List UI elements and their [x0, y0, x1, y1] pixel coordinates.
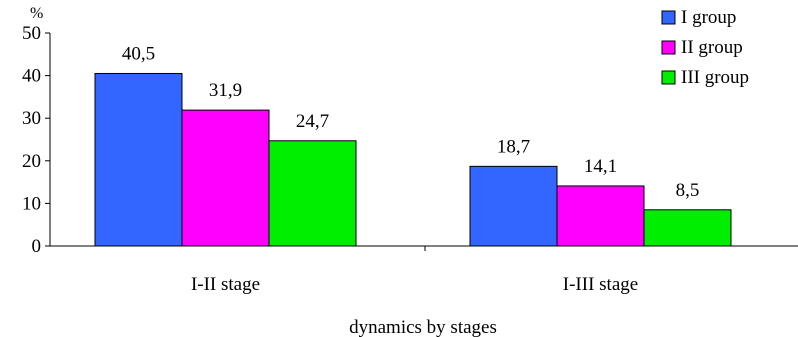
data-label: 8,5 [676, 180, 700, 201]
data-labels: 40,5 31,9 24,7 18,7 14,1 8,5 [122, 43, 700, 200]
category-label: I-II stage [191, 274, 260, 295]
bar [643, 209, 732, 247]
data-label: 31,9 [209, 80, 242, 101]
legend-swatch [661, 10, 676, 25]
category-label: I-III stage [563, 274, 638, 295]
y-tick-label: 40 [22, 66, 41, 87]
data-label: 40,5 [122, 43, 155, 64]
y-tick-label: 30 [22, 108, 41, 129]
y-tick-label: 0 [32, 236, 42, 257]
legend-label: I group [681, 7, 736, 28]
legend-label: II group [681, 37, 743, 58]
bar [556, 185, 645, 247]
data-label: 24,7 [296, 111, 329, 132]
y-tick-label: 20 [22, 151, 41, 172]
y-tick-label: 10 [22, 193, 41, 214]
bar [94, 72, 183, 247]
y-ticks: 0 10 20 30 40 50 [22, 23, 50, 257]
x-axis-title: dynamics by stages [349, 317, 497, 337]
bars [94, 72, 732, 247]
data-label: 14,1 [584, 156, 617, 177]
y-tick-label: 50 [22, 23, 41, 44]
legend-swatch [661, 40, 676, 55]
legend: I group II group III group [661, 7, 749, 88]
y-axis-unit: % [30, 5, 43, 22]
bar [181, 109, 270, 247]
legend-label: III group [681, 67, 749, 88]
bar [469, 165, 558, 247]
data-label: 18,7 [497, 136, 530, 157]
legend-swatch [661, 70, 676, 85]
category-labels: I-II stage I-III stage [191, 274, 638, 295]
x-ticks [424, 246, 426, 251]
bar [268, 140, 357, 247]
